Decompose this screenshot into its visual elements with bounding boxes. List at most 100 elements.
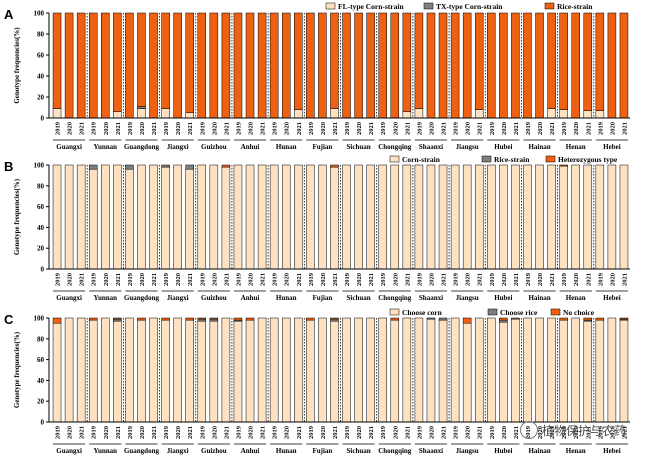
bar-C-9-2 bbox=[161, 317, 170, 321]
y-tick-label: 40 bbox=[37, 73, 45, 81]
bar-C-42-0 bbox=[559, 319, 568, 423]
bar-C-45-2 bbox=[595, 317, 605, 321]
x-tick-label: 2019 bbox=[272, 121, 279, 135]
bar-B-7-0 bbox=[137, 164, 146, 270]
y-tick-label: 60 bbox=[37, 203, 45, 211]
x-tick-label: 2021 bbox=[441, 273, 448, 286]
x-tick-label: 2021 bbox=[549, 122, 556, 135]
province-label: Hubei bbox=[494, 294, 512, 302]
bar-C-45-0 bbox=[595, 319, 605, 423]
province-label: Henan bbox=[566, 447, 586, 455]
x-tick-label: 2021 bbox=[115, 122, 122, 135]
bar-B-3-0 bbox=[88, 168, 98, 270]
x-tick-label: 2019 bbox=[199, 121, 206, 135]
x-tick-label: 2020 bbox=[428, 273, 435, 286]
province-label: Jiangxi bbox=[167, 294, 189, 302]
x-tick-label: 2019 bbox=[163, 425, 170, 439]
bar-C-17-0 bbox=[257, 317, 267, 423]
x-tick-label: 2021 bbox=[621, 122, 628, 135]
bar-B-3-1 bbox=[88, 164, 98, 170]
x-tick-label: 2021 bbox=[332, 122, 339, 135]
province-label: Shaanxi bbox=[419, 447, 443, 455]
bar-C-16-0 bbox=[245, 319, 255, 423]
bar-B-14-0 bbox=[221, 166, 231, 270]
province-label: Guizhou bbox=[201, 294, 227, 302]
province-label: Sichuan bbox=[347, 143, 371, 151]
legend-swatch bbox=[550, 308, 561, 316]
bar-B-23-0 bbox=[330, 166, 339, 270]
bar-B-35-0 bbox=[474, 164, 484, 270]
x-tick-label: 2021 bbox=[296, 426, 303, 439]
x-tick-label: 2019 bbox=[308, 121, 315, 135]
x-tick-label: 2021 bbox=[223, 426, 230, 439]
x-tick-label: 2020 bbox=[609, 122, 616, 135]
bar-A-24-2 bbox=[342, 12, 351, 119]
province-label: Hebei bbox=[603, 143, 621, 151]
bar-B-11-0 bbox=[185, 168, 194, 270]
bar-C-9-0 bbox=[161, 319, 170, 423]
legend-label: Heterozygous type bbox=[558, 155, 618, 164]
bar-C-39-0 bbox=[523, 317, 532, 423]
bar-A-44-0 bbox=[583, 110, 593, 119]
x-tick-label: 2020 bbox=[284, 122, 291, 135]
province-label: Hunan bbox=[276, 447, 297, 455]
province-label: Jiangsu bbox=[456, 294, 479, 302]
bar-C-32-1 bbox=[438, 317, 448, 321]
legend-label: No choice bbox=[563, 308, 595, 317]
province-label: Sichuan bbox=[347, 294, 371, 302]
province-label: Sichuan bbox=[347, 447, 371, 455]
x-tick-label: 2019 bbox=[344, 121, 351, 135]
bar-A-47-2 bbox=[619, 12, 629, 119]
x-tick-label: 2021 bbox=[368, 122, 375, 135]
legend-swatch bbox=[487, 308, 498, 316]
legend-label: TX-type Corn-strain bbox=[436, 2, 503, 11]
watermark-text: 植物保护与农药 bbox=[541, 423, 626, 438]
bar-C-12-1 bbox=[197, 318, 207, 322]
x-tick-label: 2019 bbox=[489, 425, 496, 439]
bar-A-14-2 bbox=[221, 12, 231, 119]
bar-C-8-0 bbox=[149, 317, 158, 423]
x-tick-label: 2021 bbox=[260, 426, 267, 439]
x-tick-label: 2021 bbox=[79, 122, 86, 135]
bar-B-45-0 bbox=[595, 164, 605, 270]
bar-C-5-1 bbox=[113, 318, 122, 322]
y-tick-label: 40 bbox=[37, 377, 45, 385]
bar-A-38-2 bbox=[511, 12, 520, 119]
bar-C-19-0 bbox=[281, 317, 291, 423]
bar-B-17-0 bbox=[257, 164, 267, 270]
province-label: Shaanxi bbox=[419, 294, 443, 302]
x-tick-label: 2019 bbox=[127, 425, 134, 439]
bar-C-37-0 bbox=[499, 321, 508, 423]
legend-label: Rice-strain bbox=[557, 2, 593, 11]
bar-B-42-2 bbox=[559, 164, 568, 167]
province-label: Hainan bbox=[528, 447, 550, 455]
province-label: Henan bbox=[566, 143, 586, 151]
y-tick-label: 20 bbox=[37, 398, 45, 406]
x-tick-label: 2020 bbox=[248, 426, 255, 439]
bar-C-40-0 bbox=[535, 317, 544, 423]
province-label: Jiangxi bbox=[167, 447, 189, 455]
y-tick-label: 60 bbox=[37, 52, 45, 60]
bar-A-7-1 bbox=[137, 106, 146, 109]
bar-C-6-0 bbox=[125, 317, 134, 423]
chart-panel-C: C Genotype frequencies(%) 0 20 40 60 80 100 2019… bbox=[4, 308, 630, 455]
bar-C-7-0 bbox=[137, 319, 146, 423]
bar-B-8-0 bbox=[149, 164, 158, 270]
bar-B-42-0 bbox=[559, 165, 568, 270]
x-tick-label: 2019 bbox=[344, 272, 351, 286]
x-tick-label: 2021 bbox=[223, 122, 230, 135]
bar-B-9-0 bbox=[161, 166, 170, 270]
bar-A-41-2 bbox=[547, 12, 556, 109]
x-tick-label: 2019 bbox=[91, 272, 98, 286]
x-tick-label: 2021 bbox=[585, 273, 592, 286]
x-tick-label: 2020 bbox=[248, 273, 255, 286]
x-tick-label: 2021 bbox=[187, 122, 194, 135]
bar-C-37-2 bbox=[499, 317, 508, 321]
x-tick-label: 2021 bbox=[549, 426, 556, 439]
bar-C-24-0 bbox=[342, 317, 351, 423]
y-tick-label: 0 bbox=[41, 419, 45, 427]
x-tick-label: 2019 bbox=[308, 272, 315, 286]
bar-A-1-2 bbox=[64, 12, 74, 119]
bar-B-16-0 bbox=[245, 164, 255, 270]
x-tick-label: 2019 bbox=[416, 121, 423, 135]
